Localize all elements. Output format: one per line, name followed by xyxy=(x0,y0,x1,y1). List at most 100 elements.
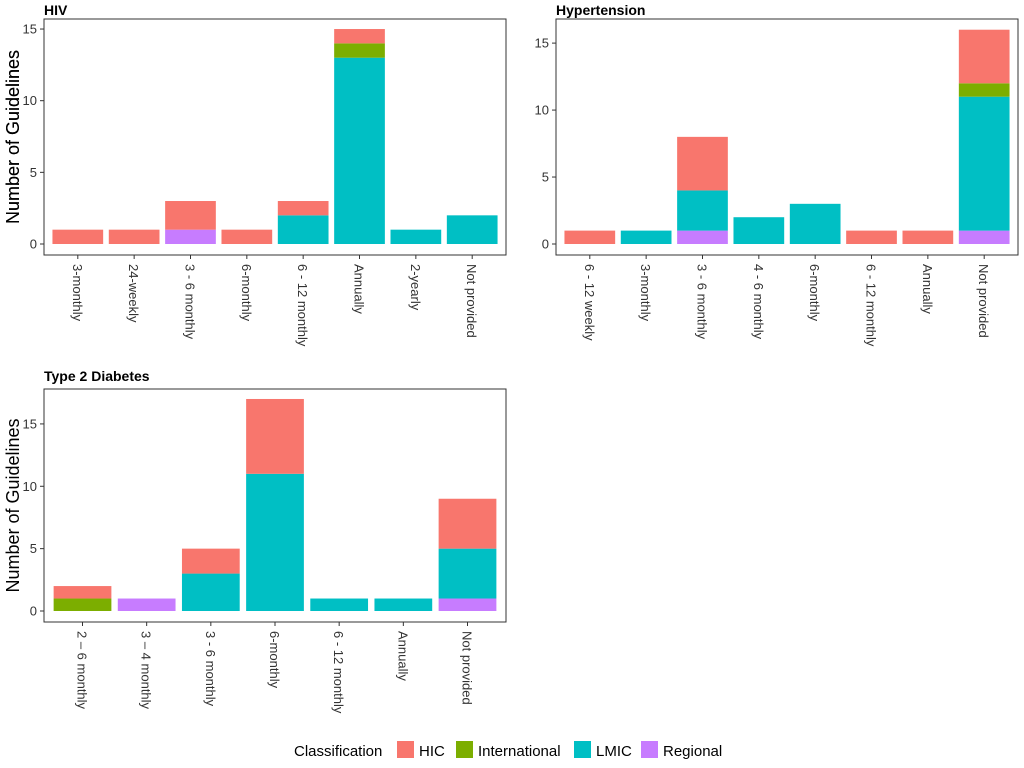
legend-item-regional: Regional xyxy=(641,741,722,760)
bar-hiv-6-monthly-hic xyxy=(221,229,273,244)
x-tick-label-hiv-3-monthly: 3-monthly xyxy=(70,264,85,322)
y-tick-label-type-2-diabetes-0: 0 xyxy=(30,604,37,619)
x-tick-label-hypertension-6-12-monthly: 6 - 12 monthly xyxy=(864,264,879,347)
y-tick-label-type-2-diabetes-5: 5 xyxy=(30,541,37,556)
bar-type-2-diabetes-not-provided-regional xyxy=(438,598,497,611)
legend-item-international: International xyxy=(456,741,561,760)
y-tick-label-hypertension-15: 15 xyxy=(535,36,549,51)
x-tick-label-hiv-6-12-monthly: 6 - 12 monthly xyxy=(295,264,310,347)
bar-type-2-diabetes-annually-lmic xyxy=(374,598,433,611)
bar-hypertension-6-monthly-lmic xyxy=(789,203,841,244)
bar-hypertension-not-provided-lmic xyxy=(958,96,1010,231)
panel-type-2-diabetes: Type 2 Diabetes Number of Guidelines 2 – 6… xyxy=(3,368,507,714)
legend-label-international: International xyxy=(478,743,561,760)
x-tick-label-hypertension-4-6-monthly: 4 - 6 monthly xyxy=(751,264,766,340)
panel-title-type-2-diabetes: Type 2 Diabetes xyxy=(44,368,150,384)
y-tick-label-hypertension-10: 10 xyxy=(535,103,549,118)
bar-type-2-diabetes-3-6-monthly-lmic xyxy=(181,573,240,611)
x-tick-label-hiv-24-weekly: 24-weekly xyxy=(126,264,141,323)
legend-item-hic: HIC xyxy=(397,741,445,760)
panel-title-hypertension: Hypertension xyxy=(556,2,645,18)
x-tick-label-type-2-diabetes-3-6-monthly: 3 - 6 monthly xyxy=(203,631,218,707)
chart-panels: HIV Number of Guidelines 3-monthly 24-weekl… xyxy=(3,2,1019,714)
panel-border-type-2-diabetes xyxy=(43,388,507,623)
bar-type-2-diabetes-3-6-monthly-hic xyxy=(181,548,240,574)
bar-hiv-6-12-monthly-hic xyxy=(277,201,329,216)
bars-hiv xyxy=(52,29,498,244)
legend: Classification HIC International LMIC Regio… xyxy=(294,741,722,760)
bar-hiv-2-yearly-lmic xyxy=(390,229,442,244)
x-tick-label-hypertension-3-6-monthly: 3 - 6 monthly xyxy=(694,264,709,340)
x-tick-label-hypertension-6-12-weekly: 6 - 12 weekly xyxy=(582,264,597,341)
legend-swatch-hic xyxy=(397,741,414,758)
y-tick-label-type-2-diabetes-10: 10 xyxy=(23,479,37,494)
bar-type-2-diabetes-2-6-monthly-international xyxy=(53,598,112,611)
legend-item-lmic: LMIC xyxy=(574,741,632,760)
bar-hiv-annually-international xyxy=(334,43,385,58)
y-tick-label-hiv-0: 0 xyxy=(30,237,37,252)
bar-type-2-diabetes-6-monthly-lmic xyxy=(246,473,304,611)
legend-swatch-lmic xyxy=(574,741,591,758)
x-tick-label-hypertension-6-monthly: 6-monthly xyxy=(807,264,822,322)
bar-hiv-annually-hic xyxy=(334,29,385,44)
legend-label-hic: HIC xyxy=(419,743,445,760)
legend-swatch-regional xyxy=(641,741,658,758)
x-tick-label-hiv-3-6-monthly: 3 - 6 monthly xyxy=(182,264,197,340)
bar-hypertension-not-provided-regional xyxy=(958,230,1010,244)
bar-hiv-24-weekly-hic xyxy=(108,229,160,244)
y-axis-label-hypertension: Number of Guidelines xyxy=(3,50,23,224)
legend-label-regional: Regional xyxy=(663,743,722,760)
x-tick-label-type-2-diabetes-2-6-monthly: 2 – 6 monthly xyxy=(75,631,90,710)
bar-hypertension-not-provided-hic xyxy=(958,29,1010,84)
bar-hiv-3-6-monthly-hic xyxy=(165,201,216,230)
bar-hypertension-not-provided-international xyxy=(958,83,1010,97)
x-tick-label-hypertension-annually: Annually xyxy=(920,264,935,314)
x-tick-label-hiv-annually: Annually xyxy=(352,264,367,314)
x-tick-label-type-2-diabetes-3-4-monthly: 3 – 4 monthly xyxy=(139,631,154,710)
bar-type-2-diabetes-not-provided-hic xyxy=(438,498,497,549)
y-axis-label-type-2-diabetes: Number of Guidelines xyxy=(3,418,23,592)
bar-hypertension-3-monthly-lmic xyxy=(620,230,672,244)
bar-type-2-diabetes-6-monthly-hic xyxy=(246,398,304,474)
bar-hypertension-3-6-monthly-lmic xyxy=(677,190,728,231)
bars-type-2-diabetes xyxy=(53,398,497,611)
bar-hypertension-annually-hic xyxy=(902,230,954,244)
legend-label-lmic: LMIC xyxy=(596,743,632,760)
x-tick-label-hiv-2-yearly: 2-yearly xyxy=(408,264,423,311)
x-tick-label-hiv-6-monthly: 6-monthly xyxy=(239,264,254,322)
x-tick-label-hypertension-not-provided: Not provided xyxy=(976,264,991,338)
bar-hypertension-4-6-monthly-lmic xyxy=(733,217,785,244)
bar-hiv-6-12-monthly-lmic xyxy=(277,215,329,244)
panel-border-hypertension xyxy=(555,18,1019,256)
y-tick-label-hiv-15: 15 xyxy=(23,22,37,37)
legend-items: HIC International LMIC Regional xyxy=(397,741,722,760)
bar-hypertension-6-12-weekly-hic xyxy=(564,230,616,244)
bar-type-2-diabetes-not-provided-lmic xyxy=(438,548,497,599)
x-tick-label-hiv-not-provided: Not provided xyxy=(464,264,479,338)
x-tick-label-hypertension-3-monthly: 3-monthly xyxy=(638,264,653,322)
panel-hiv: HIV Number of Guidelines 3-monthly 24-weekl… xyxy=(3,2,507,347)
bars-hypertension xyxy=(564,29,1010,244)
bar-hypertension-3-6-monthly-hic xyxy=(677,136,728,191)
y-axis-label-hiv: Number of Guidelines xyxy=(3,50,23,224)
bar-hiv-3-monthly-hic xyxy=(52,229,104,244)
panel-border-hiv xyxy=(43,18,507,256)
panel-title-hiv: HIV xyxy=(44,2,68,18)
y-tick-label-hiv-5: 5 xyxy=(30,165,37,180)
legend-title: Classification xyxy=(294,743,382,760)
legend-swatch-international xyxy=(456,741,473,758)
y-tick-label-hiv-10: 10 xyxy=(23,93,37,108)
bar-hiv-3-6-monthly-regional xyxy=(165,229,216,244)
bar-hypertension-6-12-monthly-hic xyxy=(846,230,897,244)
bar-type-2-diabetes-6-12-monthly-lmic xyxy=(310,598,369,611)
y-tick-label-hypertension-0: 0 xyxy=(542,237,549,252)
x-tick-label-type-2-diabetes-annually: Annually xyxy=(395,631,410,681)
y-tick-label-type-2-diabetes-15: 15 xyxy=(23,416,37,431)
bar-type-2-diabetes-3-4-monthly-regional xyxy=(117,598,176,611)
x-tick-label-type-2-diabetes-6-monthly: 6-monthly xyxy=(267,631,282,689)
bar-type-2-diabetes-2-6-monthly-hic xyxy=(53,586,112,599)
bar-hiv-not-provided-lmic xyxy=(446,215,498,244)
bar-hiv-annually-lmic xyxy=(334,57,385,244)
panel-hypertension: Hypertension Number of Guidelines 6 - 12 w… xyxy=(3,2,1019,347)
